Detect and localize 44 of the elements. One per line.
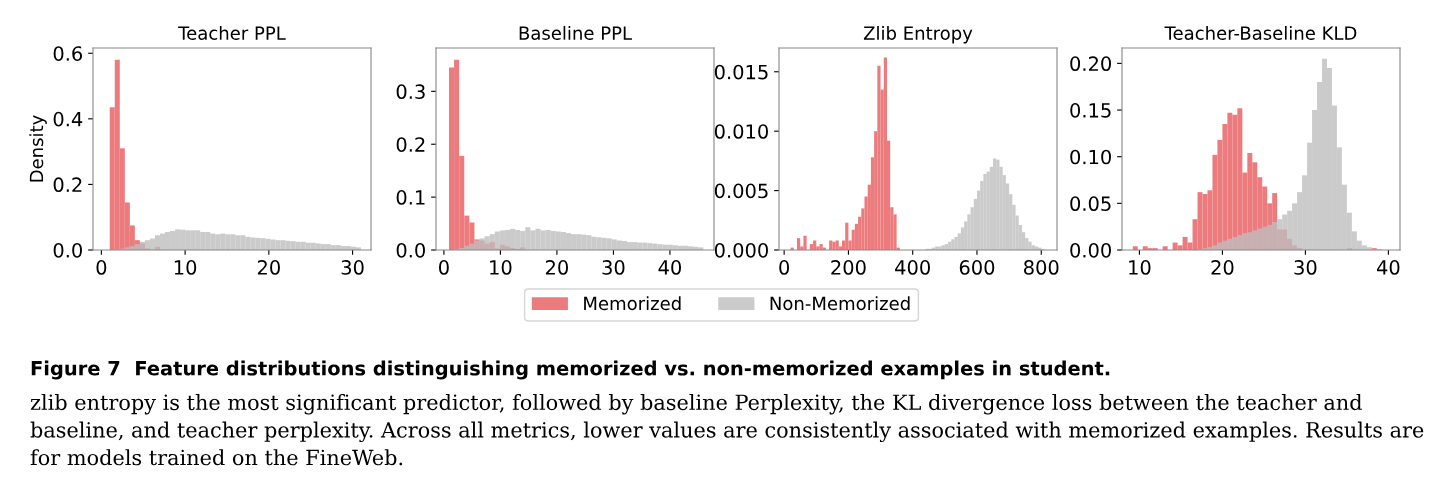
legend-label: Non-Memorized bbox=[770, 296, 910, 311]
y-tick-label: 0.010 bbox=[714, 124, 768, 139]
chart-title: Baseline PPL bbox=[519, 25, 632, 40]
x-tick-label: 20 bbox=[1211, 260, 1234, 275]
y-axis-title: Density bbox=[29, 115, 47, 182]
y-tick-label: 0.6 bbox=[53, 46, 83, 61]
x-tick-label: 30 bbox=[341, 260, 364, 275]
x-tick-label: 40 bbox=[1376, 260, 1400, 275]
x-tick-label: 20 bbox=[257, 260, 280, 275]
y-tick-label: 0.05 bbox=[1070, 196, 1111, 212]
y-tick-label: 0.20 bbox=[1070, 56, 1111, 72]
x-tick-label: 600 bbox=[959, 260, 995, 275]
y-tick-label: 0.15 bbox=[1070, 103, 1111, 118]
text: zlib entropy is the most significant predictor, followed by baseline Perplexity, the KL divergence loss between the teacher and baseline, and teacher perplexity. Across all metrics, lower values are consistently associated with memorized examples. Results are for models trained on the FineWeb. bbox=[30, 394, 1424, 466]
y-tick-label: 0.2 bbox=[53, 177, 82, 193]
y-tick-label: 0.3 bbox=[396, 84, 425, 100]
y-tick-label: 0.0 bbox=[396, 242, 425, 258]
x-tick-label: 0 bbox=[439, 260, 449, 275]
x-tick-label: 10 bbox=[174, 260, 197, 275]
chart-title: Teacher PPL bbox=[178, 25, 286, 40]
x-tick-label: 20 bbox=[545, 260, 568, 275]
y-tick-label: 0.000 bbox=[714, 242, 768, 258]
x-tick-label: 10 bbox=[490, 260, 512, 275]
chart-title: Teacher-Baseline KLD bbox=[1164, 25, 1357, 40]
y-tick-label: 0.2 bbox=[396, 137, 425, 152]
x-tick-label: 400 bbox=[895, 260, 930, 275]
y-tick-label: 0.015 bbox=[714, 64, 768, 80]
x-tick-label: 10 bbox=[1129, 260, 1151, 275]
y-tick-label: 0.005 bbox=[714, 183, 768, 199]
x-tick-label: 0 bbox=[779, 260, 790, 275]
y-tick-label: 0.10 bbox=[1070, 149, 1111, 165]
y-tick-label: 0.4 bbox=[53, 111, 83, 127]
x-tick-label: 200 bbox=[831, 260, 866, 275]
chart-title: Zlib Entropy bbox=[863, 25, 973, 44]
legend-label: Memorized bbox=[584, 296, 681, 311]
caption: Figure 7 Feature distributions distinguishing memorized vs. non-memorized examples in student. bbox=[31, 360, 1110, 380]
y-tick-label: 0.00 bbox=[1070, 242, 1111, 258]
y-tick-label: 0.0 bbox=[53, 242, 82, 258]
y-tick-label: 0.1 bbox=[396, 190, 425, 205]
x-tick-label: 800 bbox=[1024, 260, 1059, 275]
x-tick-label: 30 bbox=[1294, 260, 1317, 275]
x-tick-label: 40 bbox=[658, 260, 682, 275]
x-tick-label: 30 bbox=[602, 260, 625, 275]
x-tick-label: 0 bbox=[96, 260, 107, 275]
